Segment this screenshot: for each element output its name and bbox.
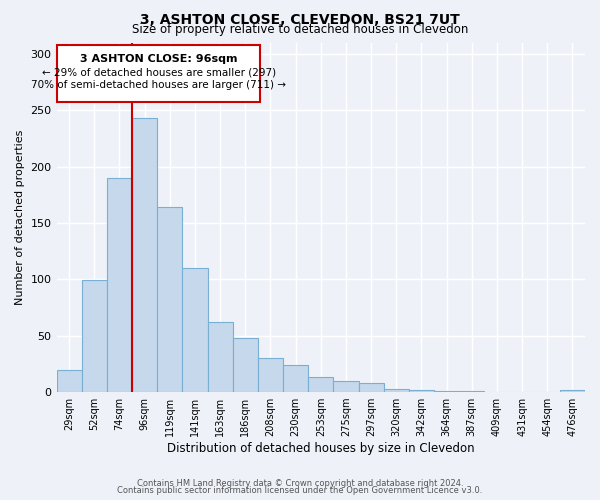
Bar xyxy=(82,280,107,392)
Bar xyxy=(132,118,157,392)
Text: 3 ASHTON CLOSE: 96sqm: 3 ASHTON CLOSE: 96sqm xyxy=(80,54,238,64)
Bar xyxy=(308,378,334,392)
Bar xyxy=(283,365,308,392)
Text: Size of property relative to detached houses in Clevedon: Size of property relative to detached ho… xyxy=(132,22,468,36)
Bar xyxy=(157,207,182,392)
Bar xyxy=(56,370,82,392)
Y-axis label: Number of detached properties: Number of detached properties xyxy=(15,130,25,305)
Bar xyxy=(409,390,434,392)
Bar xyxy=(359,383,383,392)
Text: 70% of semi-detached houses are larger (711) →: 70% of semi-detached houses are larger (… xyxy=(31,80,286,90)
Bar xyxy=(208,322,233,392)
Text: 3, ASHTON CLOSE, CLEVEDON, BS21 7UT: 3, ASHTON CLOSE, CLEVEDON, BS21 7UT xyxy=(140,12,460,26)
Text: Contains public sector information licensed under the Open Government Licence v3: Contains public sector information licen… xyxy=(118,486,482,495)
Bar xyxy=(383,388,409,392)
Bar xyxy=(233,338,258,392)
Bar xyxy=(459,391,484,392)
Bar xyxy=(258,358,283,392)
Bar xyxy=(57,45,260,102)
Text: ← 29% of detached houses are smaller (297): ← 29% of detached houses are smaller (29… xyxy=(41,68,276,78)
Bar xyxy=(434,391,459,392)
X-axis label: Distribution of detached houses by size in Clevedon: Distribution of detached houses by size … xyxy=(167,442,475,455)
Bar xyxy=(182,268,208,392)
Bar xyxy=(107,178,132,392)
Bar xyxy=(560,390,585,392)
Bar xyxy=(334,381,359,392)
Text: Contains HM Land Registry data © Crown copyright and database right 2024.: Contains HM Land Registry data © Crown c… xyxy=(137,478,463,488)
